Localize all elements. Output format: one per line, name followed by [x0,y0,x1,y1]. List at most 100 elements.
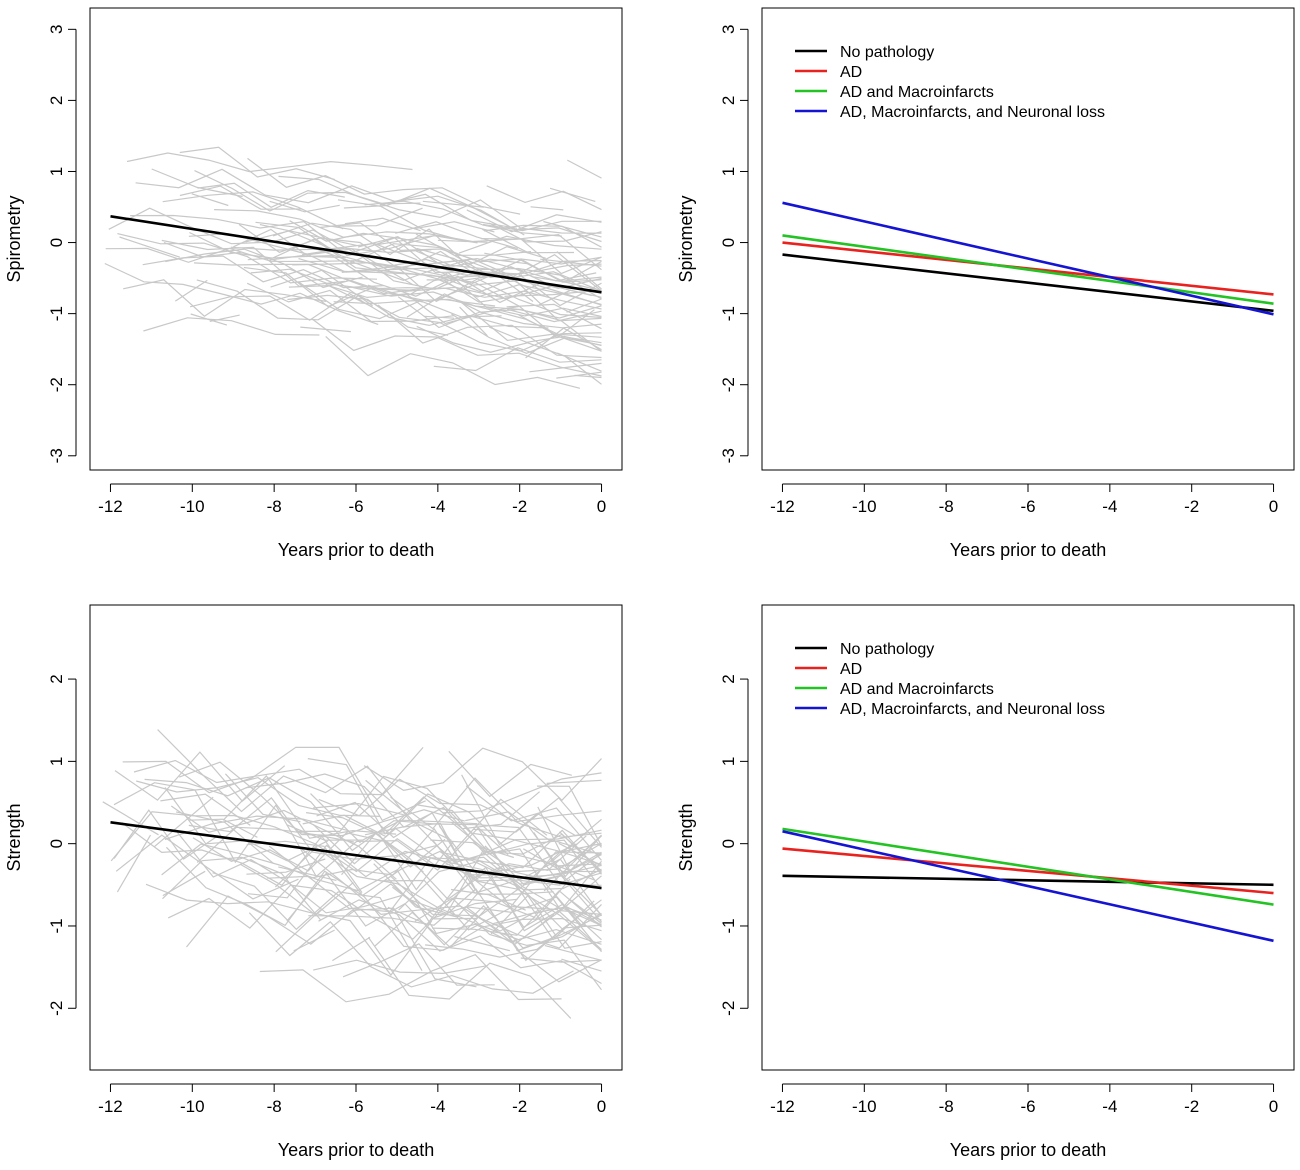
y-tick-label: 2 [719,96,738,105]
individual-trajectory [325,283,373,308]
y-tick-label: 3 [719,25,738,34]
y-tick-label: 3 [47,25,66,34]
plot-area [782,827,1274,943]
x-tick-label: -4 [430,497,445,516]
y-tick-label: 0 [719,839,738,848]
legend-label-ad_macro_neuronal: AD, Macroinfarcts, and Neuronal loss [840,701,1105,718]
x-tick-label: -8 [939,1097,954,1116]
individual-trajectory [450,888,526,911]
individual-trajectory [506,303,602,330]
individual-trajectory [114,751,286,803]
individual-trajectory [465,811,552,842]
individual-trajectory [239,863,354,916]
individual-trajectory [330,207,423,227]
individual-trajectory [356,251,413,286]
individual-trajectory [259,224,357,246]
individual-trajectory [133,747,424,796]
y-tick-label: -1 [719,918,738,933]
individual-trajectory [121,822,363,893]
x-tick-label: 0 [1269,497,1278,516]
x-tick-label: -12 [770,1097,795,1116]
y-tick-label: 0 [719,238,738,247]
y-axis-title: Spirometry [4,195,24,282]
individual-trajectory [318,899,602,985]
individual-trajectory [126,152,413,173]
x-tick-label: 0 [1269,1097,1278,1116]
plot-area [782,201,1274,316]
individual-trajectory [406,293,595,339]
individual-trajectory [143,317,320,336]
individual-trajectory [310,793,361,844]
legend-label-ad: AD [840,661,862,678]
individual-trajectory [298,258,520,307]
y-tick-label: 1 [47,167,66,176]
x-tick-label: -12 [98,1097,123,1116]
x-tick-label: -6 [1020,1097,1035,1116]
individual-trajectory [104,262,379,325]
series-line-ad_macro_neuronal [782,201,1274,316]
legend-label-no_pathology: No pathology [840,44,934,61]
individual-trajectory [416,247,602,279]
individual-trajectory [307,758,540,835]
individual-trajectory [246,858,326,875]
individual-trajectory [191,193,229,207]
x-tick-label: -2 [512,497,527,516]
individual-trajectory [407,845,602,916]
individual-trajectory [222,774,397,839]
y-tick-label: -1 [719,306,738,321]
individual-trajectory [275,909,322,953]
individual-trajectory [506,308,602,323]
y-tick-label: 1 [47,757,66,766]
y-tick-label: 1 [719,757,738,766]
x-tick-label: -10 [180,497,205,516]
individual-trajectory [344,217,421,232]
legend-label-ad_macro_neuronal: AD, Macroinfarcts, and Neuronal loss [840,104,1105,121]
individual-trajectory [332,936,371,962]
series-line-ad [782,847,1274,895]
individual-trajectory [540,258,602,267]
individual-trajectory [442,279,552,303]
individual-trajectory [424,315,455,319]
individual-trajectory [425,919,575,958]
x-axis-title: Years prior to death [278,1140,434,1160]
individual-trajectory [482,228,575,254]
individual-trajectory [549,187,596,202]
series-line-ad_macro [782,827,1274,906]
y-tick-label: -2 [47,377,66,392]
individual-trajectory [357,236,597,282]
y-axis-title: Strength [4,803,24,871]
individual-trajectory [214,209,602,271]
individual-trajectory [448,750,572,798]
individual-trajectory [174,279,208,302]
legend: No pathology AD AD and Macroinfarcts AD, Ma… [795,44,1105,121]
individual-trajectory [504,289,602,297]
individual-trajectory [550,818,602,863]
series-line-mean [110,821,602,890]
individual-trajectory [422,200,485,208]
individual-trajectory [162,870,206,897]
individual-trajectory [488,326,602,347]
x-axis-title: Years prior to death [278,540,434,560]
individual-trajectory [414,221,495,233]
individual-trajectory [471,839,602,866]
individual-trajectory [130,214,478,257]
individual-trajectory [345,243,489,276]
individual-trajectory [247,844,602,930]
individual-trajectory [274,846,602,941]
x-tick-label: 0 [597,1097,606,1116]
individual-trajectory [175,829,402,914]
individual-trajectory [110,811,602,912]
individual-trajectory [365,779,602,875]
legend-label-no_pathology: No pathology [840,641,934,658]
individual-trajectory [188,818,258,838]
individual-trajectory [119,236,180,258]
y-tick-label: 2 [47,674,66,683]
individual-trajectory [250,268,602,310]
individual-trajectory [488,222,602,243]
y-tick-label: -2 [719,1001,738,1016]
individual-trajectory [337,199,467,243]
plot-frame [89,7,623,471]
individual-trajectory [574,374,602,379]
individual-trajectory [196,826,355,863]
individual-trajectory [379,879,602,951]
